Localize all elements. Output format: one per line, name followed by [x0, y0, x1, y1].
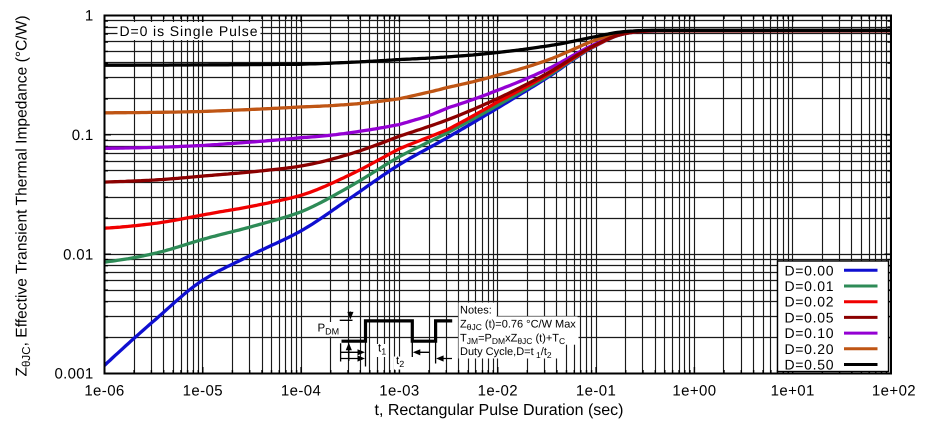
svg-text:t2: t2 [396, 355, 404, 369]
svg-text:D=0.10: D=0.10 [785, 325, 835, 341]
svg-text:D=0.01: D=0.01 [785, 278, 835, 294]
svg-text:D=0.50: D=0.50 [785, 357, 835, 373]
svg-text:t1: t1 [378, 343, 386, 357]
svg-text:PDM: PDM [318, 323, 340, 337]
svg-text:1e-02: 1e-02 [478, 382, 518, 399]
svg-text:Notes:: Notes: [460, 304, 492, 316]
svg-text:1: 1 [85, 8, 94, 25]
svg-text:1e-06: 1e-06 [84, 382, 124, 399]
svg-text:ZθJC (t)=0.76 °C/W Max: ZθJC (t)=0.76 °C/W Max [460, 318, 576, 332]
svg-text:Duty Cycle,D=t 1/t2: Duty Cycle,D=t 1/t2 [460, 346, 552, 360]
svg-text:1e-03: 1e-03 [379, 382, 419, 399]
svg-text:D=0.00: D=0.00 [785, 262, 835, 278]
svg-text:1e-04: 1e-04 [281, 382, 321, 399]
svg-text:1e-01: 1e-01 [576, 382, 616, 399]
svg-text:D=0.02: D=0.02 [785, 294, 835, 310]
svg-text:1e+01: 1e+01 [771, 382, 815, 399]
svg-text:TJM=PDMxZθJC (t)+TC: TJM=PDMxZθJC (t)+TC [460, 332, 565, 346]
svg-text:0.01: 0.01 [63, 246, 93, 263]
svg-text:1e+00: 1e+00 [672, 382, 716, 399]
svg-text:0.1: 0.1 [72, 127, 94, 144]
svg-text:1e+02: 1e+02 [872, 382, 916, 399]
svg-text:D=0.20: D=0.20 [785, 341, 835, 357]
svg-text:0.001: 0.001 [54, 366, 93, 383]
svg-text:D=0 is Single Pulse: D=0 is Single Pulse [120, 23, 259, 39]
svg-text:t, Rectangular Pulse Duration: t, Rectangular Pulse Duration (sec) [375, 402, 624, 419]
svg-text:1e-05: 1e-05 [183, 382, 223, 399]
svg-text:D=0.05: D=0.05 [785, 309, 835, 325]
svg-text:ZθJC, Effective Transient Ther: ZθJC, Effective Transient Thermal Impeda… [14, 15, 33, 376]
